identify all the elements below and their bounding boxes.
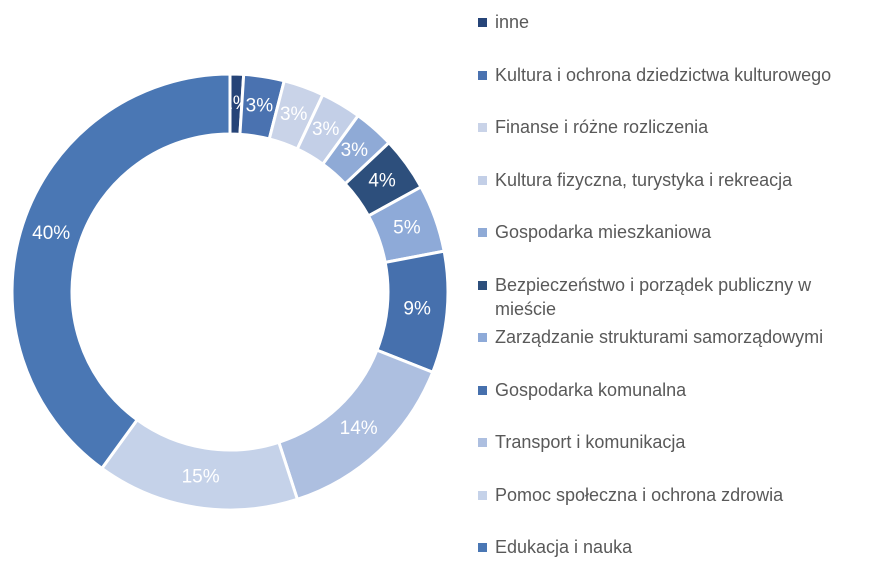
legend-label: Bezpieczeństwo i porządek publiczny w mi…	[495, 274, 812, 319]
legend-label: Transport i komunikacja	[495, 432, 686, 452]
legend-swatch	[478, 543, 487, 552]
legend-item: Zarządzanie strukturami samorządowymi	[478, 325, 848, 349]
legend-item: Edukacja i nauka	[478, 535, 848, 559]
donut: 1%3% 3%3%3%4%5%9%14%15%40%	[10, 72, 450, 512]
legend-swatch	[478, 385, 487, 395]
legend-swatch	[478, 123, 487, 132]
legend-label: Finanse i różne rozliczenia	[495, 117, 709, 137]
legend-label: Kultura i ochrona dziedzictwa kulturoweg…	[495, 64, 832, 85]
data-label: 3%	[312, 119, 340, 140]
legend-swatch	[478, 18, 487, 27]
legend-label: Edukacja i nauka	[495, 537, 633, 557]
legend-item: Transport i komunikacja	[478, 430, 848, 454]
legend-item: Pomoc społeczna i ochrona zdrowia	[478, 483, 848, 507]
legend-label: Zarządzanie strukturami samorządowymi	[495, 327, 824, 347]
legend-item: Gospodarka mieszkaniowa	[478, 220, 848, 244]
donut-segment	[10, 72, 232, 471]
legend-swatch	[478, 280, 487, 290]
legend-item: inne	[478, 10, 848, 34]
data-label: 3%	[246, 95, 274, 116]
legend-item: Bezpieczeństwo i porządek publiczny w mi…	[478, 273, 848, 321]
legend-swatch	[478, 70, 487, 80]
legend-item: Kultura fizyczna, turystyka i rekreacja	[478, 168, 848, 192]
legend-item: Gospodarka komunalna	[478, 378, 848, 402]
legend-label: inne	[495, 12, 530, 32]
data-label: 9%	[403, 299, 431, 320]
legend-item: Kultura i ochrona dziedzictwa kulturoweg…	[478, 63, 848, 87]
data-label: 3%	[280, 104, 308, 125]
legend-label: Kultura fizyczna, turystyka i rekreacja	[495, 169, 793, 190]
legend-swatch	[478, 333, 487, 342]
data-label: 5%	[393, 217, 421, 238]
data-label: 14%	[340, 418, 378, 439]
legend-swatch	[478, 438, 487, 447]
legend-item: Finanse i różne rozliczenia	[478, 115, 848, 139]
legend-swatch	[478, 490, 487, 500]
legend-label: Pomoc społeczna i ochrona zdrowia	[495, 484, 784, 505]
data-label: 40%	[32, 223, 70, 244]
data-label: 3%	[341, 140, 369, 161]
legend-swatch	[478, 228, 487, 237]
data-label: 4%	[368, 171, 396, 192]
data-label: 15%	[182, 467, 220, 488]
legend-label: Gospodarka mieszkaniowa	[495, 222, 712, 242]
donut-segment	[99, 417, 300, 512]
legend-swatch	[478, 175, 487, 185]
legend-label: Gospodarka komunalna	[495, 379, 687, 400]
